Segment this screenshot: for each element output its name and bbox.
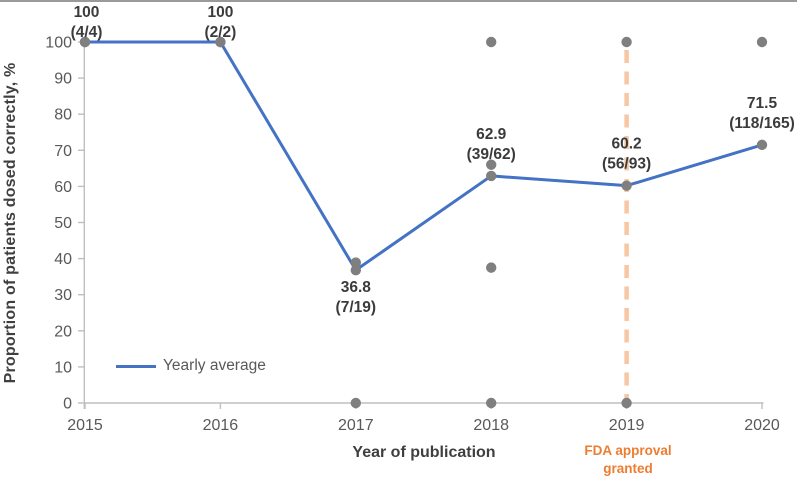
average-point-marker [79, 36, 91, 48]
data-label-value: 100 [74, 4, 100, 21]
study-dot [756, 36, 768, 48]
x-tick-label: 2016 [203, 417, 239, 434]
study-dot [350, 397, 361, 409]
y-tick-label: 20 [54, 323, 72, 340]
y-tick-label: 60 [54, 179, 72, 196]
study-dot [486, 159, 497, 170]
y-tick-label: 80 [54, 107, 72, 124]
study-dot [486, 262, 497, 273]
fda-approval-annotation: FDA approval granted [528, 442, 728, 477]
data-labels: 100 (4/4) 100 (2/2) 36.8 (7/19) 62.9 (39/62) 60.… [71, 4, 795, 316]
x-tick-label: 2020 [744, 417, 780, 434]
legend-line-swatch [116, 364, 156, 368]
fda-annotation-line1: FDA approval [584, 443, 672, 458]
data-label-value: 36.8 [341, 279, 372, 296]
data-label-fraction: (2/2) [204, 24, 236, 41]
y-tick-label: 100 [45, 35, 72, 52]
data-label-fraction: (39/62) [467, 146, 516, 163]
data-label-value: 100 [207, 4, 233, 21]
x-tick-label: 2015 [67, 417, 103, 434]
yearly-average-line [83, 40, 764, 272]
study-dot [350, 257, 361, 268]
average-point-marker [486, 170, 497, 182]
study-dot [486, 36, 497, 48]
average-point-marker [756, 139, 768, 151]
data-label-value: 71.5 [747, 95, 778, 112]
average-point-marker [621, 180, 632, 191]
y-tick-label: 10 [54, 359, 72, 376]
study-dots [79, 36, 768, 409]
y-tick-label: 50 [54, 215, 72, 232]
fda-annotation-line2: granted [603, 461, 653, 476]
y-axis-title: Proportion of patients dosed correctly, … [2, 62, 19, 384]
study-dot [621, 36, 632, 48]
average-point-marker [350, 264, 361, 276]
y-tick-label: 30 [54, 287, 72, 304]
y-tick-labels: 0 10 20 30 40 50 60 70 80 90 100 [45, 35, 72, 413]
y-tick-label: 0 [63, 396, 72, 413]
x-tick-label: 2017 [338, 417, 374, 434]
data-label-value: 60.2 [612, 136, 642, 153]
data-label-fraction: (56/93) [602, 156, 651, 173]
x-axis-title: Year of publication [352, 444, 496, 461]
study-dot [486, 397, 497, 409]
y-tick-label: 70 [54, 143, 72, 160]
y-tick-label: 40 [54, 251, 72, 268]
average-point-marker [215, 36, 226, 48]
study-dot [621, 397, 632, 409]
x-tick-label: 2019 [609, 417, 645, 434]
x-tick-labels: 2015 2016 2017 2018 2019 2020 [67, 417, 780, 434]
data-label-fraction: (118/165) [729, 115, 795, 132]
data-label-fraction: (7/19) [336, 299, 377, 316]
legend-label: Yearly average [163, 357, 266, 374]
y-tick-label: 90 [54, 71, 72, 88]
data-label-value: 62.9 [476, 126, 507, 143]
x-tick-label: 2018 [473, 417, 509, 434]
legend: Yearly average [116, 357, 266, 375]
data-label-fraction: (4/4) [71, 24, 103, 41]
